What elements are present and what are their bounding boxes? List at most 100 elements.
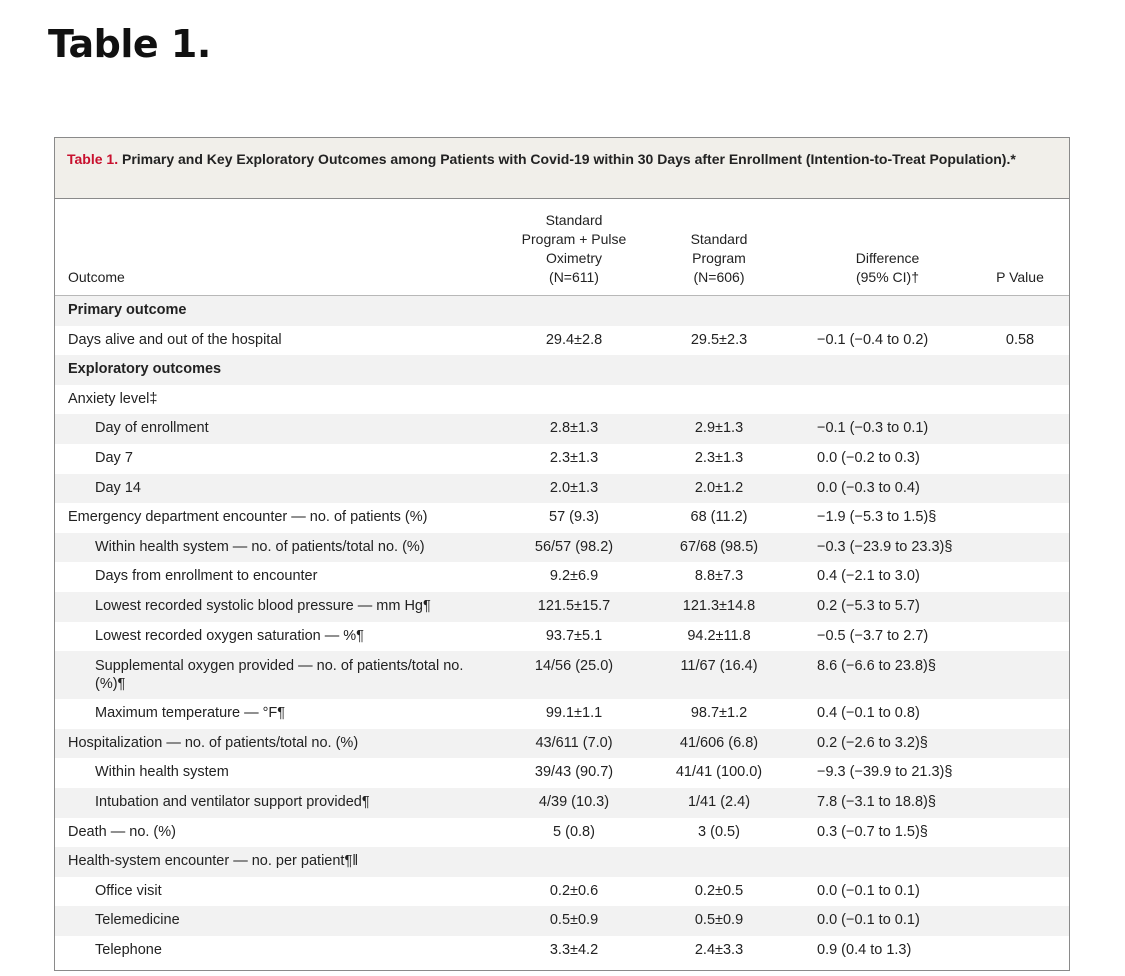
pulse-oximetry-cell: 2.8±1.3 bbox=[549, 420, 599, 437]
outcome-cell: Within health system bbox=[95, 764, 229, 781]
table-row: Days alive and out of the hospital 29.4±2… bbox=[55, 326, 1069, 356]
outcome-cell: Day of enrollment bbox=[95, 420, 209, 437]
standard-program-cell: 8.8±7.3 bbox=[694, 568, 744, 585]
pulse-oximetry-cell: 9.2±6.9 bbox=[549, 568, 599, 585]
standard-program-cell: 0.2±0.5 bbox=[694, 882, 744, 899]
outcome-cell: Anxiety level‡ bbox=[68, 390, 158, 407]
header-difference: Difference (95% CI)† bbox=[855, 250, 920, 285]
outcome-cell: Hospitalization — no. of patients/total … bbox=[68, 734, 359, 751]
difference-cell: −1.9 (−5.3 to 1.5)§ bbox=[817, 509, 937, 526]
table-row: Within health system — no. of patients/t… bbox=[55, 532, 1069, 563]
standard-program-cell: 94.2±11.8 bbox=[687, 627, 751, 644]
pulse-oximetry-cell: 2.3±1.3 bbox=[549, 449, 599, 466]
table-row: Intubation and ventilator support provid… bbox=[55, 787, 1069, 818]
difference-cell: 0.0 (−0.2 to 0.3) bbox=[817, 449, 920, 466]
difference-cell: 0.2 (−2.6 to 3.2)§ bbox=[817, 734, 928, 751]
header-standard-program: Standard Program (N=606) bbox=[690, 231, 748, 285]
difference-cell: 7.8 (−3.1 to 18.8)§ bbox=[817, 793, 936, 810]
pulse-oximetry-cell: 121.5±15.7 bbox=[537, 597, 611, 614]
pulse-oximetry-cell: 99.1±1.1 bbox=[545, 705, 603, 722]
difference-cell: −0.1 (−0.4 to 0.2) bbox=[817, 331, 929, 348]
pulse-oximetry-cell: 0.2±0.6 bbox=[549, 882, 599, 899]
table-row: Maximum temperature — °F¶ 99.1±1.1 98.7±1.… bbox=[55, 699, 1069, 729]
difference-cell: 0.0 (−0.3 to 0.4) bbox=[817, 479, 920, 496]
outcome-cell: Primary outcome bbox=[68, 302, 187, 318]
table-row: Lowest recorded oxygen saturation — %¶ 93… bbox=[55, 622, 1069, 652]
outcome-cell: Lowest recorded systolic blood pressure … bbox=[95, 597, 431, 614]
table-row: Day of enrollment 2.8±1.3 2.9±1.3 −0.1 (−0.… bbox=[55, 414, 1069, 444]
difference-cell: −9.3 (−39.9 to 21.3)§ bbox=[817, 764, 953, 781]
header-outcome: Outcome bbox=[68, 269, 125, 285]
page-title: Table 1. bbox=[48, 22, 211, 66]
table-row: Primary outcome bbox=[55, 296, 1069, 326]
table-row: Within health system 39/43 (90.7) 41/41 (1… bbox=[55, 758, 1069, 788]
pulse-oximetry-cell: 39/43 (90.7) bbox=[534, 764, 614, 781]
header-p-value: P Value bbox=[996, 269, 1044, 285]
outcome-cell: Office visit bbox=[95, 882, 162, 899]
table-row: Telemedicine 0.5±0.9 0.5±0.9 0.0 (−0.1 to 0… bbox=[55, 906, 1069, 936]
outcome-cell: Maximum temperature — °F¶ bbox=[95, 705, 286, 722]
standard-program-cell: 11/67 (16.4) bbox=[680, 658, 758, 675]
difference-cell: −0.3 (−23.9 to 23.3)§ bbox=[817, 538, 953, 555]
table-row: Hospitalization — no. of patients/total … bbox=[55, 728, 1069, 759]
outcome-cell: Intubation and ventilator support provid… bbox=[95, 793, 370, 810]
difference-cell: −0.1 (−0.3 to 0.1) bbox=[817, 420, 929, 437]
pulse-oximetry-cell: 29.4±2.8 bbox=[545, 331, 603, 348]
outcomes-table: Table 1. Primary and Key Exploratory Out… bbox=[54, 137, 1070, 971]
standard-program-cell: 2.4±3.3 bbox=[694, 941, 744, 958]
caption-label: Table 1. bbox=[67, 151, 119, 167]
standard-program-cell: 41/41 (100.0) bbox=[675, 764, 763, 781]
table-row: Health-system encounter — no. per patien… bbox=[55, 847, 1069, 877]
standard-program-cell: 68 (11.2) bbox=[690, 509, 748, 526]
pulse-oximetry-cell: 56/57 (98.2) bbox=[534, 538, 614, 555]
standard-program-cell: 121.3±14.8 bbox=[682, 597, 756, 614]
table-caption: Table 1. Primary and Key Exploratory Out… bbox=[55, 138, 1069, 199]
difference-cell: 0.0 (−0.1 to 0.1) bbox=[817, 912, 920, 929]
outcome-cell: Day 7 bbox=[95, 449, 133, 466]
table-row: Day 14 2.0±1.3 2.0±1.2 0.0 (−0.3 to 0.4) bbox=[55, 473, 1069, 504]
table-body: Primary outcome Days alive and out of the… bbox=[55, 296, 1069, 965]
outcome-cell: Emergency department encounter — no. of … bbox=[68, 509, 428, 526]
standard-program-cell: 2.0±1.2 bbox=[694, 479, 744, 496]
outcome-cell: Day 14 bbox=[95, 479, 141, 496]
outcome-cell: Telemedicine bbox=[95, 912, 180, 929]
difference-cell: 0.2 (−5.3 to 5.7) bbox=[817, 597, 920, 614]
pulse-oximetry-cell: 4/39 (10.3) bbox=[538, 793, 610, 810]
outcome-cell: Death — no. (%) bbox=[68, 823, 176, 840]
pulse-oximetry-cell: 93.7±5.1 bbox=[545, 627, 603, 644]
table-row: Anxiety level‡ bbox=[55, 385, 1069, 415]
table-row: Day 7 2.3±1.3 2.3±1.3 0.0 (−0.2 to 0.3) bbox=[55, 444, 1069, 474]
outcome-cell: Days from enrollment to encounter bbox=[95, 568, 318, 585]
outcome-cell: Days alive and out of the hospital bbox=[68, 331, 282, 348]
table-row: Death — no. (%) 5 (0.8) 3 (0.5) 0.3 (−0.7 t… bbox=[55, 818, 1069, 848]
difference-cell: −0.5 (−3.7 to 2.7) bbox=[817, 627, 929, 644]
standard-program-cell: 98.7±1.2 bbox=[690, 705, 748, 722]
pulse-oximetry-cell: 2.0±1.3 bbox=[549, 479, 599, 496]
outcome-cell: Supplemental oxygen provided — no. of pa… bbox=[95, 658, 464, 693]
pulse-oximetry-cell: 14/56 (25.0) bbox=[534, 658, 614, 675]
standard-program-cell: 2.9±1.3 bbox=[694, 420, 744, 437]
difference-cell: 0.4 (−2.1 to 3.0) bbox=[817, 568, 920, 585]
standard-program-cell: 29.5±2.3 bbox=[690, 331, 748, 348]
difference-cell: 8.6 (−6.6 to 23.8)§ bbox=[817, 658, 936, 675]
pulse-oximetry-cell: 0.5±0.9 bbox=[549, 912, 599, 929]
table-row: Days from enrollment to encounter 9.2±6.9… bbox=[55, 562, 1069, 592]
pulse-oximetry-cell: 43/611 (7.0) bbox=[535, 734, 613, 751]
table-row: Supplemental oxygen provided — no. of pa… bbox=[55, 651, 1069, 700]
outcome-cell: Within health system — no. of patients/t… bbox=[95, 538, 425, 555]
standard-program-cell: 3 (0.5) bbox=[698, 823, 740, 840]
difference-cell: 0.0 (−0.1 to 0.1) bbox=[817, 882, 920, 899]
table-row: Office visit 0.2±0.6 0.2±0.5 0.0 (−0.1 to 0… bbox=[55, 877, 1069, 907]
p-value-cell: 0.58 bbox=[1005, 331, 1035, 348]
pulse-oximetry-cell: 5 (0.8) bbox=[553, 823, 595, 840]
table-row: Lowest recorded systolic blood pressure … bbox=[55, 591, 1069, 622]
outcome-cell: Lowest recorded oxygen saturation — %¶ bbox=[95, 627, 364, 644]
table-header: Outcome Standard Program + Pulse Oximetr… bbox=[55, 199, 1069, 296]
standard-program-cell: 67/68 (98.5) bbox=[679, 538, 759, 555]
difference-cell: 0.9 (0.4 to 1.3) bbox=[817, 941, 912, 958]
table-row: Exploratory outcomes bbox=[55, 355, 1069, 385]
table-row: Telephone 3.3±4.2 2.4±3.3 0.9 (0.4 to 1.3) bbox=[55, 936, 1069, 966]
outcome-cell: Telephone bbox=[95, 941, 162, 958]
standard-program-cell: 0.5±0.9 bbox=[694, 912, 744, 929]
outcome-cell: Health-system encounter — no. per patien… bbox=[68, 853, 359, 870]
